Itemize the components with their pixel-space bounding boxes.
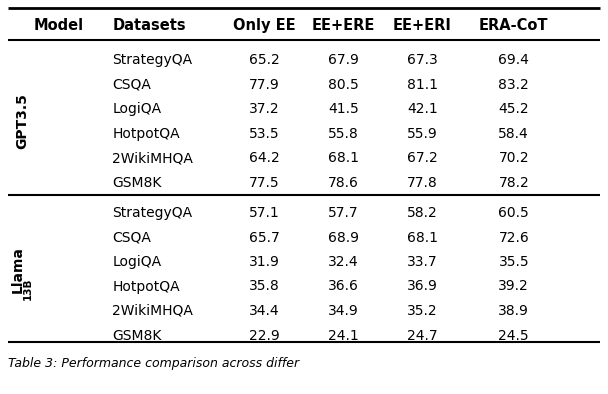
Text: 24.7: 24.7	[407, 329, 438, 342]
Text: 38.9: 38.9	[499, 304, 529, 318]
Text: 41.5: 41.5	[328, 102, 359, 116]
Text: ERA-CoT: ERA-CoT	[479, 17, 548, 32]
Text: 67.3: 67.3	[407, 53, 438, 67]
Text: 65.2: 65.2	[249, 53, 280, 67]
Text: 35.2: 35.2	[407, 304, 438, 318]
Text: 24.5: 24.5	[499, 329, 529, 342]
Text: 78.2: 78.2	[499, 175, 529, 190]
Text: 45.2: 45.2	[499, 102, 529, 116]
Text: 68.9: 68.9	[328, 230, 359, 245]
Text: GSM8K: GSM8K	[112, 329, 162, 342]
Text: 2WikiMHQA: 2WikiMHQA	[112, 304, 193, 318]
Text: HotpotQA: HotpotQA	[112, 126, 180, 141]
Text: Datasets: Datasets	[112, 17, 186, 32]
Text: GSM8K: GSM8K	[112, 175, 162, 190]
Text: EE+ERE: EE+ERE	[312, 17, 375, 32]
Text: 83.2: 83.2	[499, 78, 529, 91]
Text: 67.2: 67.2	[407, 151, 438, 165]
Text: 24.1: 24.1	[328, 329, 359, 342]
Text: 33.7: 33.7	[407, 255, 438, 269]
Text: 2WikiMHQA: 2WikiMHQA	[112, 151, 193, 165]
Text: CSQA: CSQA	[112, 78, 151, 91]
Text: 37.2: 37.2	[249, 102, 280, 116]
Text: 65.7: 65.7	[249, 230, 280, 245]
Text: EE+ERI: EE+ERI	[393, 17, 452, 32]
Text: 64.2: 64.2	[249, 151, 280, 165]
Text: Table 3: Performance comparison across differ: Table 3: Performance comparison across d…	[8, 357, 299, 370]
Text: 70.2: 70.2	[499, 151, 529, 165]
Text: StrategyQA: StrategyQA	[112, 206, 193, 220]
Text: LogiQA: LogiQA	[112, 255, 162, 269]
Text: 57.7: 57.7	[328, 206, 359, 220]
Text: 72.6: 72.6	[499, 230, 529, 245]
Text: Only EE: Only EE	[233, 17, 296, 32]
Text: 77.5: 77.5	[249, 175, 280, 190]
Text: 36.9: 36.9	[407, 279, 438, 294]
Text: StrategyQA: StrategyQA	[112, 53, 193, 67]
Text: 42.1: 42.1	[407, 102, 438, 116]
Text: 67.9: 67.9	[328, 53, 359, 67]
Text: Llama: Llama	[11, 246, 25, 293]
Text: 80.5: 80.5	[328, 78, 359, 91]
Text: 22.9: 22.9	[249, 329, 280, 342]
Text: 55.9: 55.9	[407, 126, 438, 141]
Text: 34.4: 34.4	[249, 304, 280, 318]
Text: 77.9: 77.9	[249, 78, 280, 91]
Text: HotpotQA: HotpotQA	[112, 279, 180, 294]
Text: 39.2: 39.2	[499, 279, 529, 294]
Text: 58.2: 58.2	[407, 206, 438, 220]
Text: 57.1: 57.1	[249, 206, 280, 220]
Text: 58.4: 58.4	[499, 126, 529, 141]
Text: 53.5: 53.5	[249, 126, 280, 141]
Text: 13B: 13B	[23, 278, 33, 301]
Text: 69.4: 69.4	[499, 53, 529, 67]
Text: LogiQA: LogiQA	[112, 102, 162, 116]
Text: 68.1: 68.1	[407, 230, 438, 245]
Text: 35.5: 35.5	[499, 255, 529, 269]
Text: 35.8: 35.8	[249, 279, 280, 294]
Text: 55.8: 55.8	[328, 126, 359, 141]
Text: 81.1: 81.1	[407, 78, 438, 91]
Text: 68.1: 68.1	[328, 151, 359, 165]
Text: 60.5: 60.5	[499, 206, 529, 220]
Text: 78.6: 78.6	[328, 175, 359, 190]
Text: GPT3.5: GPT3.5	[15, 93, 29, 149]
Text: 32.4: 32.4	[328, 255, 359, 269]
Text: 77.8: 77.8	[407, 175, 438, 190]
Text: 34.9: 34.9	[328, 304, 359, 318]
Text: 36.6: 36.6	[328, 279, 359, 294]
Text: CSQA: CSQA	[112, 230, 151, 245]
Text: Model: Model	[33, 17, 83, 32]
Text: 31.9: 31.9	[249, 255, 280, 269]
